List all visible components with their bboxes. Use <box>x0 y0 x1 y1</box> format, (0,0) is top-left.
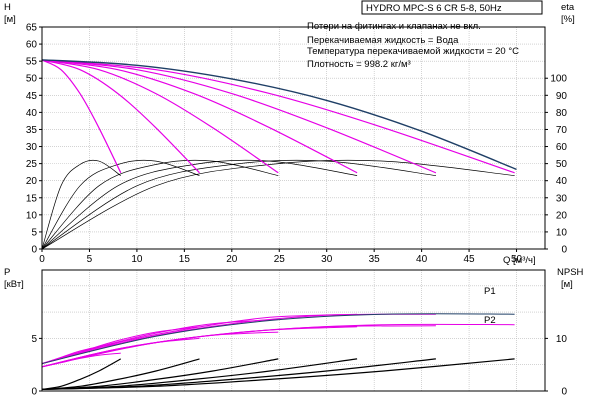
y-left-tick-label: 50 <box>26 74 38 85</box>
x-tick-label: 15 <box>179 254 191 265</box>
y-right-tick-label: 90 <box>556 91 568 102</box>
x-tick-label: 20 <box>226 254 238 265</box>
y-right-tick-label: 0 <box>561 245 567 256</box>
npsh-curve-6-pumps <box>41 358 515 390</box>
y-left-unit-bottom: [кВт] <box>4 279 24 290</box>
y-left-label-top: H <box>4 2 11 13</box>
p-tick-label: 0 <box>31 387 37 398</box>
y-right-label-top: eta <box>561 2 575 13</box>
y-left-tick-label: 35 <box>26 125 38 136</box>
y-left-tick-label: 60 <box>26 40 38 51</box>
efficiency-curve-3-pumps <box>41 159 279 250</box>
x-tick-label: 35 <box>369 254 381 265</box>
y-left-tick-label: 0 <box>31 245 37 256</box>
max-head-envelope-curve <box>41 59 517 171</box>
efficiency-curve-2-pumps <box>41 159 200 250</box>
y-right-tick-label: 40 <box>556 176 568 187</box>
head-curve-1-pumps <box>41 59 122 174</box>
npsh-tick-label: 0 <box>561 387 567 398</box>
y-right-tick-label: 80 <box>556 108 568 119</box>
p2-label: P2 <box>484 315 496 326</box>
npsh-curve-1-pumps <box>41 358 122 390</box>
note-fittings: Потери на фитингах и клапанах не вкл. <box>307 21 481 32</box>
y-left-tick-label: 5 <box>31 227 37 238</box>
top-plot-frame <box>41 26 546 250</box>
head-curve-6-pumps <box>41 59 515 174</box>
p1-curve-3-pumps <box>41 319 279 365</box>
y-right-tick-label: 70 <box>556 125 568 136</box>
y-right-tick-label: 50 <box>556 159 568 170</box>
y-right-tick-label: 10 <box>556 227 568 238</box>
y-right-tick-label: 20 <box>556 210 568 221</box>
x-tick-label: 10 <box>131 254 143 265</box>
top-plot-series <box>41 59 517 250</box>
p-tick-label: 5 <box>31 334 37 345</box>
y-right-label-bottom: NPSH <box>557 267 584 278</box>
x-tick-label: 5 <box>87 254 93 265</box>
y-left-tick-label: 25 <box>26 159 38 170</box>
y-right-unit-top: [%] <box>561 14 575 25</box>
y-left-tick-label: 65 <box>26 23 38 34</box>
bottom-plot-frame <box>41 269 546 392</box>
x-tick-label: 0 <box>39 254 45 265</box>
bottom-plot-series <box>41 313 515 390</box>
p2-curve-6-pumps <box>41 323 515 368</box>
npsh-curve-2-pumps <box>41 358 200 390</box>
note-temperature: Температура перекачиваемой жидкости = 20… <box>307 46 519 57</box>
chart-title: HYDRO MPC-S 6 CR 5-8, 50Hz <box>366 3 502 14</box>
x-tick-label: 40 <box>416 254 428 265</box>
note-density: Плотность = 998.2 кг/м³ <box>307 59 411 70</box>
title-box <box>361 0 543 15</box>
x-axis-label: Q [м³/ч] <box>503 255 536 266</box>
p1-label: P1 <box>484 286 496 297</box>
note-liquid: Перекачиваемая жидкость = Вода <box>307 35 459 46</box>
head-curve-4-pumps <box>41 59 358 174</box>
p1-curve-4-pumps <box>41 313 358 365</box>
y-left-unit-top: [м] <box>4 14 16 25</box>
efficiency-curve-1-pumps <box>41 159 121 250</box>
y-left-tick-label: 45 <box>26 91 38 102</box>
efficiency-curve-5-pumps <box>41 159 436 250</box>
x-tick-label: 25 <box>274 254 286 265</box>
npsh-tick-label: 10 <box>556 334 568 345</box>
head-curve-5-pumps <box>41 59 437 174</box>
head-curve-3-pumps <box>41 59 279 174</box>
y-right-tick-label: 60 <box>556 142 568 153</box>
top-plot-grid: 0 5 10 15 20 25 30 35 40 45 50 0 5 10 15 20 25 30 35 40 45 50… <box>26 23 568 266</box>
y-right-tick-label: 100 <box>550 74 567 85</box>
y-left-tick-label: 30 <box>26 142 38 153</box>
y-right-unit-bottom: [м] <box>561 279 573 290</box>
p2-curve-3-pumps <box>41 331 279 368</box>
p1-curve-6-pumps <box>41 313 515 365</box>
y-right-tick-label: 30 <box>556 193 568 204</box>
x-tick-label: 50 <box>511 254 523 265</box>
y-left-tick-label: 40 <box>26 108 38 119</box>
head-curve-2-pumps <box>41 59 200 174</box>
y-left-tick-label: 15 <box>26 193 38 204</box>
x-tick-label: 30 <box>321 254 333 265</box>
efficiency-curve-4-pumps <box>41 159 358 250</box>
y-left-tick-label: 10 <box>26 210 38 221</box>
y-left-label-bottom: P <box>4 267 10 278</box>
efficiency-curve-6-pumps <box>41 159 515 250</box>
x-tick-label: 45 <box>464 254 476 265</box>
y-left-tick-label: 55 <box>26 57 38 68</box>
y-left-tick-label: 20 <box>26 176 38 187</box>
